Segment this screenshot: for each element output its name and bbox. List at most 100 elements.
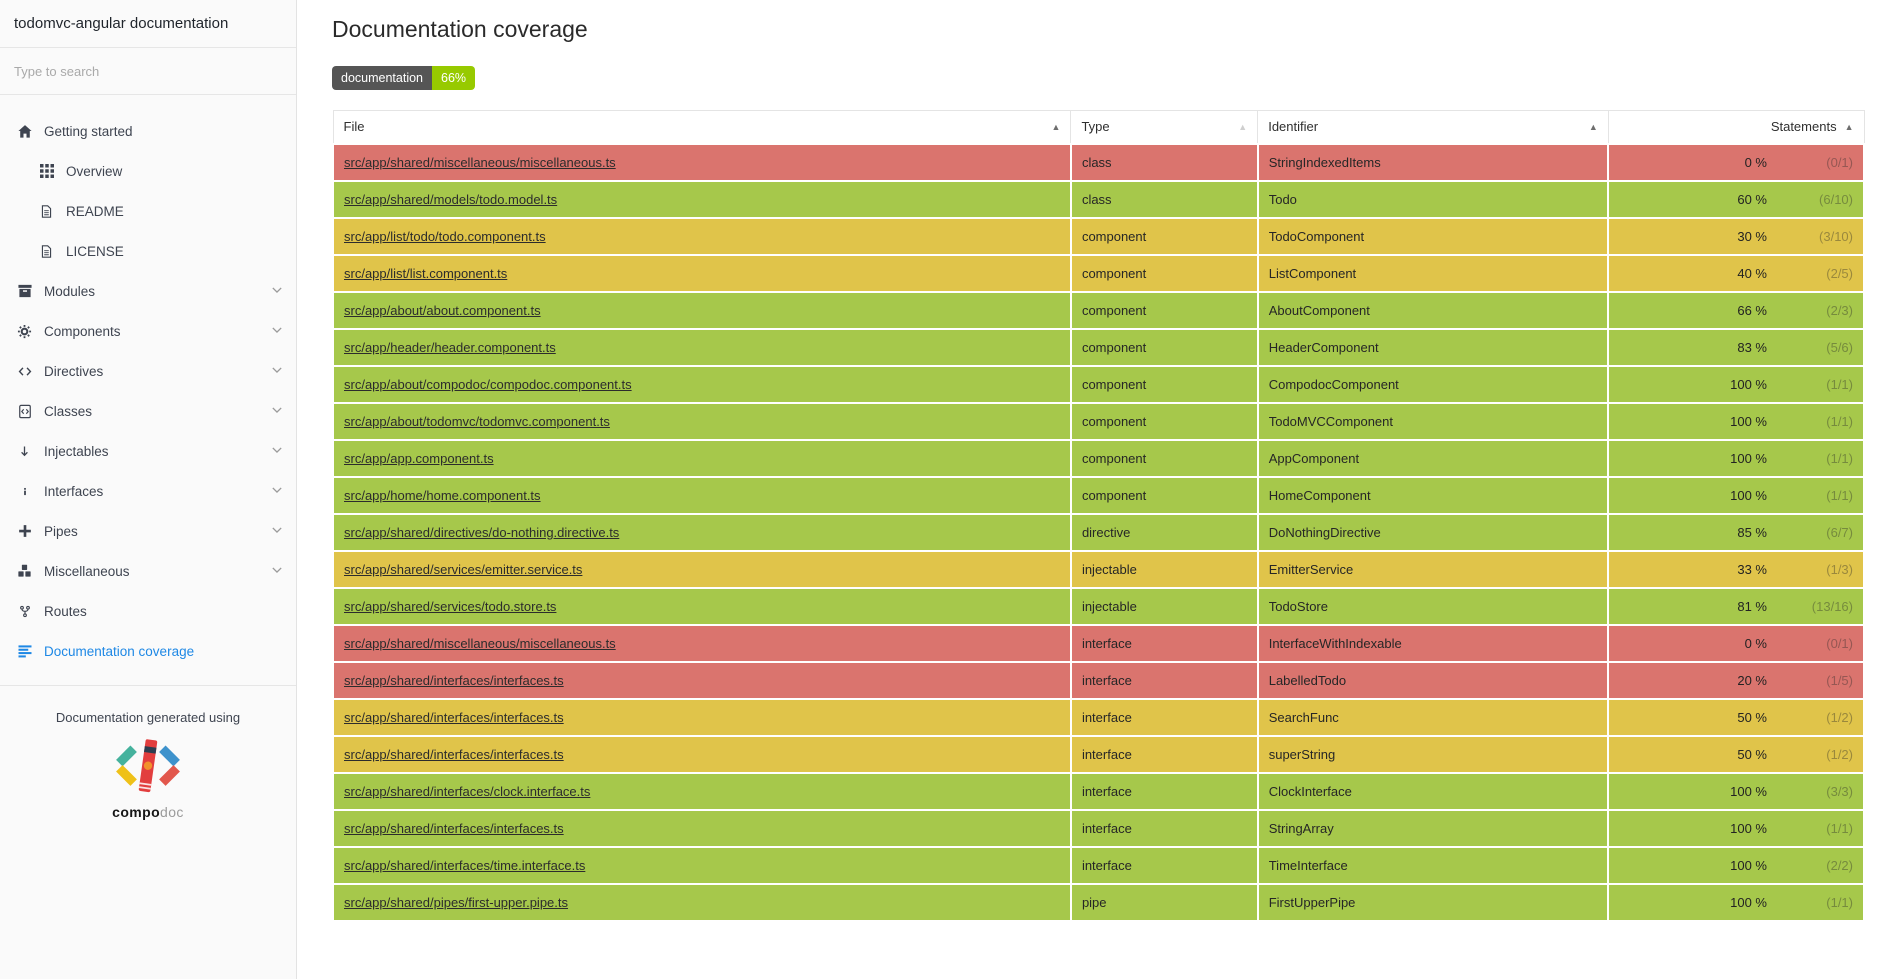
- coverage-row: src/app/app.component.ts component AppComp…: [332, 439, 1865, 478]
- file-cell: src/app/shared/interfaces/time.interface…: [332, 846, 1072, 885]
- statements-percent: 0 %: [1744, 155, 1767, 170]
- sidebar-item-injectables[interactable]: Injectables: [0, 431, 296, 471]
- chevron-down-icon[interactable]: [272, 286, 282, 296]
- column-header-statements[interactable]: Statements ▲: [1607, 109, 1865, 145]
- sidebar-item-miscellaneous[interactable]: Miscellaneous: [0, 551, 296, 591]
- coverage-row: src/app/list/list.component.ts component L…: [332, 254, 1865, 293]
- file-cell: src/app/about/todomvc/todomvc.component.…: [332, 402, 1072, 441]
- statements-count: (1/1): [1826, 451, 1853, 466]
- file-link[interactable]: src/app/shared/interfaces/interfaces.ts: [344, 821, 564, 836]
- coverage-row: src/app/shared/models/todo.model.ts class…: [332, 180, 1865, 219]
- file-link[interactable]: src/app/shared/services/emitter.service.…: [344, 562, 583, 577]
- statements-cell: 0 % (0/1): [1607, 143, 1865, 182]
- chevron-down-icon[interactable]: [272, 366, 282, 376]
- identifier-cell: StringIndexedItems: [1256, 143, 1610, 182]
- statements-count: (1/5): [1826, 673, 1853, 688]
- file-link[interactable]: src/app/shared/interfaces/interfaces.ts: [344, 747, 564, 762]
- file-link[interactable]: src/app/shared/interfaces/clock.interfac…: [344, 784, 591, 799]
- identifier-cell: TimeInterface: [1256, 846, 1610, 885]
- column-header-identifier[interactable]: Identifier ▲: [1257, 109, 1609, 145]
- file-link[interactable]: src/app/app.component.ts: [344, 451, 494, 466]
- chevron-down-icon[interactable]: [272, 406, 282, 416]
- coverage-row: src/app/shared/pipes/first-upper.pipe.ts…: [332, 883, 1865, 922]
- sidebar-item-documentation-coverage[interactable]: Documentation coverage: [0, 631, 296, 671]
- chevron-down-icon[interactable]: [272, 326, 282, 336]
- identifier-cell: ClockInterface: [1256, 772, 1610, 811]
- file-link[interactable]: src/app/shared/models/todo.model.ts: [344, 192, 558, 207]
- file-cell: src/app/shared/interfaces/interfaces.ts: [332, 735, 1072, 774]
- chevron-down-icon[interactable]: [272, 486, 282, 496]
- arrow-down-icon: [16, 443, 33, 459]
- sidebar-item-pipes[interactable]: Pipes: [0, 511, 296, 551]
- coverage-row: src/app/list/todo/todo.component.ts compo…: [332, 217, 1865, 256]
- sort-asc-icon: ▲: [1844, 121, 1854, 132]
- type-cell: component: [1069, 439, 1259, 478]
- sidebar-item-classes[interactable]: Classes: [0, 391, 296, 431]
- file-link[interactable]: src/app/header/header.component.ts: [344, 340, 556, 355]
- file-link[interactable]: src/app/shared/interfaces/interfaces.ts: [344, 710, 564, 725]
- statements-percent: 100 %: [1730, 377, 1767, 392]
- statements-cell: 83 % (5/6): [1607, 328, 1865, 367]
- documentation-badge: documentation 66%: [332, 66, 476, 90]
- statements-count: (3/10): [1819, 229, 1853, 244]
- identifier-cell: superString: [1256, 735, 1610, 774]
- search-box: [0, 48, 296, 95]
- statements-cell: 33 % (1/3): [1607, 550, 1865, 589]
- type-cell: class: [1069, 180, 1259, 219]
- statements-cell: 100 % (1/1): [1607, 883, 1865, 922]
- file-cell: src/app/shared/interfaces/interfaces.ts: [332, 698, 1072, 737]
- statements-percent: 100 %: [1730, 821, 1767, 836]
- coverage-row: src/app/shared/services/emitter.service.…: [332, 550, 1865, 589]
- file-link[interactable]: src/app/list/list.component.ts: [344, 266, 508, 281]
- chevron-down-icon[interactable]: [272, 526, 282, 536]
- file-cell: src/app/shared/models/todo.model.ts: [332, 180, 1072, 219]
- sidebar-item-license[interactable]: LICENSE: [0, 231, 296, 271]
- type-cell: injectable: [1069, 550, 1259, 589]
- file-link[interactable]: src/app/about/about.component.ts: [344, 303, 541, 318]
- sidebar-item-routes[interactable]: Routes: [0, 591, 296, 631]
- column-header-file[interactable]: File ▲: [332, 109, 1072, 145]
- statements-cell: 85 % (6/7): [1607, 513, 1865, 552]
- coverage-table-header-row: File ▲ Type ▲ Identifier ▲ Statements ▲: [332, 109, 1865, 145]
- list-icon: [16, 643, 33, 659]
- statements-cell: 100 % (1/1): [1607, 476, 1865, 515]
- file-icon: [38, 203, 55, 219]
- sidebar-item-label: Classes: [44, 403, 93, 419]
- file-cell: src/app/list/todo/todo.component.ts: [332, 217, 1072, 256]
- search-input[interactable]: [0, 48, 296, 94]
- chevron-down-icon[interactable]: [272, 566, 282, 576]
- file-link[interactable]: src/app/shared/pipes/first-upper.pipe.ts: [344, 895, 569, 910]
- sidebar-item-readme[interactable]: README: [0, 191, 296, 231]
- statements-count: (1/1): [1826, 377, 1853, 392]
- statements-count: (1/1): [1826, 488, 1853, 503]
- coverage-row: src/app/header/header.component.ts compon…: [332, 328, 1865, 367]
- file-link[interactable]: src/app/home/home.component.ts: [344, 488, 541, 503]
- column-header-type[interactable]: Type ▲: [1070, 109, 1259, 145]
- identifier-cell: FirstUpperPipe: [1256, 883, 1610, 922]
- statements-cell: 50 % (1/2): [1607, 735, 1865, 774]
- file-link[interactable]: src/app/about/compodoc/compodoc.componen…: [344, 377, 632, 392]
- sidebar-item-directives[interactable]: Directives: [0, 351, 296, 391]
- type-cell: component: [1069, 476, 1259, 515]
- coverage-row: src/app/home/home.component.ts component H…: [332, 476, 1865, 515]
- main-content: Documentation coverage documentation 66%…: [297, 16, 1877, 922]
- file-link[interactable]: src/app/shared/interfaces/interfaces.ts: [344, 673, 564, 688]
- file-link[interactable]: src/app/shared/miscellaneous/miscellaneo…: [344, 155, 616, 170]
- type-cell: interface: [1069, 698, 1259, 737]
- file-link[interactable]: src/app/list/todo/todo.component.ts: [344, 229, 546, 244]
- sidebar-item-interfaces[interactable]: Interfaces: [0, 471, 296, 511]
- identifier-cell: AppComponent: [1256, 439, 1610, 478]
- file-link[interactable]: src/app/shared/directives/do-nothing.dir…: [344, 525, 620, 540]
- chevron-down-icon[interactable]: [272, 446, 282, 456]
- statements-cell: 40 % (2/5): [1607, 254, 1865, 293]
- file-link[interactable]: src/app/about/todomvc/todomvc.component.…: [344, 414, 610, 429]
- file-link[interactable]: src/app/shared/miscellaneous/miscellaneo…: [344, 636, 616, 651]
- file-link[interactable]: src/app/shared/interfaces/time.interface…: [344, 858, 586, 873]
- sidebar-item-getting-started[interactable]: Getting started: [0, 111, 296, 151]
- coverage-row: src/app/shared/interfaces/time.interface…: [332, 846, 1865, 885]
- sidebar-item-overview[interactable]: Overview: [0, 151, 296, 191]
- sidebar-item-components[interactable]: Components: [0, 311, 296, 351]
- type-cell: component: [1069, 365, 1259, 404]
- sidebar-item-modules[interactable]: Modules: [0, 271, 296, 311]
- file-link[interactable]: src/app/shared/services/todo.store.ts: [344, 599, 557, 614]
